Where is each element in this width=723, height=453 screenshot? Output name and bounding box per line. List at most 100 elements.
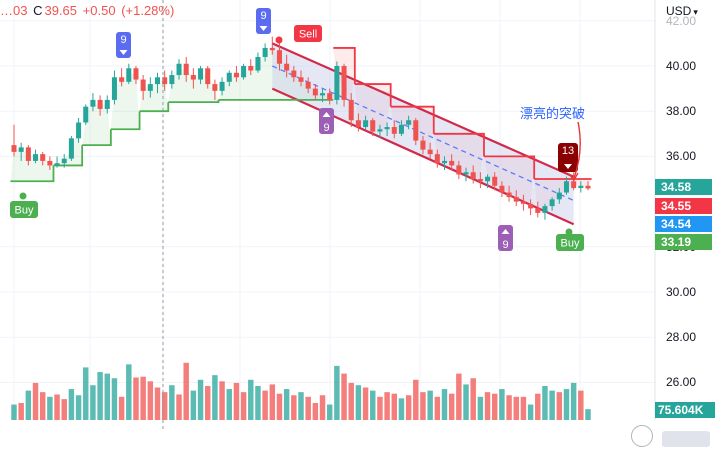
candle-body xyxy=(499,185,505,193)
volume-bar xyxy=(556,392,563,420)
candle-body xyxy=(434,154,440,164)
signals: 9 9 9 9 13 Sell Buy Buy xyxy=(10,8,584,251)
volume-bar xyxy=(233,382,240,420)
candle-body xyxy=(248,66,254,71)
candle-body xyxy=(104,99,110,109)
volume-bar xyxy=(434,396,441,420)
td-sequential-9-down-a-text: 9 xyxy=(120,34,126,46)
candle-body xyxy=(212,84,218,91)
volume-bar xyxy=(18,402,24,420)
candle-body xyxy=(348,99,354,121)
volume-bar xyxy=(563,389,570,420)
candle-body xyxy=(520,201,526,204)
candle-body xyxy=(513,197,519,202)
candle-body xyxy=(25,147,31,161)
volume-bar xyxy=(240,392,247,420)
candle-body xyxy=(119,77,125,82)
regression-channel[interactable] xyxy=(271,42,575,226)
candle-body xyxy=(477,179,483,182)
price-badge: 34.55 xyxy=(655,198,712,214)
candle-body xyxy=(427,149,433,155)
candle-body xyxy=(391,127,397,134)
td-sequential-13-bg xyxy=(558,143,578,172)
candle-body xyxy=(190,75,196,80)
volume-bar xyxy=(585,409,591,420)
candle-body xyxy=(97,99,103,109)
supertrend-segment xyxy=(433,132,485,157)
candle-body xyxy=(492,176,498,186)
candle-body xyxy=(198,68,204,80)
candle-body xyxy=(18,147,24,152)
volume-bar xyxy=(448,393,455,420)
candle-body xyxy=(255,56,261,71)
change-percent: (+1.28%) xyxy=(121,3,175,18)
supertrend-area xyxy=(218,49,334,100)
volume-bar xyxy=(83,367,89,420)
candle-body xyxy=(11,145,17,152)
volume-bar xyxy=(348,382,354,420)
candle-body xyxy=(284,63,290,71)
candle-body xyxy=(76,122,82,139)
volume-bar xyxy=(570,382,577,420)
price-axis-tick: 26.00 xyxy=(666,375,697,390)
volume-bar xyxy=(54,394,60,420)
annotation-text[interactable]: 漂亮的突破 xyxy=(520,106,586,121)
scroll-to-realtime-button[interactable] xyxy=(631,425,653,447)
candle-body xyxy=(305,81,311,89)
volume-bars xyxy=(11,362,591,420)
candle-body xyxy=(384,127,390,130)
candle-body xyxy=(262,47,268,57)
volume-bar xyxy=(190,390,197,420)
td-sequential-9-up-a: 9 xyxy=(319,108,334,134)
volume-bar xyxy=(248,379,254,420)
volume-bar xyxy=(513,396,519,420)
candle-body xyxy=(370,120,376,132)
volume-bar xyxy=(326,404,333,420)
candle-body xyxy=(126,68,132,82)
volume-bar xyxy=(463,384,469,420)
buy-signal-1-bg xyxy=(10,201,38,218)
triangle-down-icon xyxy=(119,50,128,55)
candle-body xyxy=(585,185,591,189)
candle-body xyxy=(398,124,404,134)
candle-body xyxy=(449,160,455,166)
candle-body xyxy=(133,68,139,80)
candle-body xyxy=(226,72,232,82)
volume-bar xyxy=(212,375,218,420)
candle-body xyxy=(269,47,275,51)
price-axis-tick: 42.00 xyxy=(666,13,697,28)
supertrend-area xyxy=(534,179,592,211)
supertrend-segment xyxy=(82,129,112,146)
change-value: +0.50 xyxy=(82,3,116,18)
volume-bar xyxy=(219,381,225,420)
volume-bar xyxy=(527,404,534,420)
close-value: 39.65 xyxy=(44,3,78,18)
volume-bar xyxy=(133,377,139,420)
volume-bar xyxy=(398,398,405,420)
buy-signal-2-dot xyxy=(565,228,573,236)
close-label: C xyxy=(33,3,43,18)
volume-bar xyxy=(384,392,390,420)
td-sequential-9-up-b: 9 xyxy=(498,225,513,251)
buy-signal-1-dot xyxy=(19,192,27,200)
candle-body xyxy=(470,172,476,179)
volume-bar xyxy=(97,372,103,420)
triangle-down-icon xyxy=(564,164,572,169)
volume-bar xyxy=(535,393,541,420)
volume-bar xyxy=(413,379,419,420)
triangle-down-icon xyxy=(259,26,268,31)
supertrend-area xyxy=(139,80,169,112)
supertrend-area xyxy=(433,133,484,181)
chevron-down-icon: ▾ xyxy=(693,7,698,17)
supertrend-area xyxy=(110,73,140,130)
candle-body xyxy=(241,66,247,78)
volume-bar xyxy=(39,392,46,420)
currency-selector[interactable]: USD ▾ xyxy=(666,4,698,18)
time-axis-scroll-handle[interactable] xyxy=(662,431,710,447)
candle-body xyxy=(233,72,239,78)
volume-bar xyxy=(491,393,498,420)
volume-bar xyxy=(427,390,433,420)
volume-bar xyxy=(269,384,276,420)
